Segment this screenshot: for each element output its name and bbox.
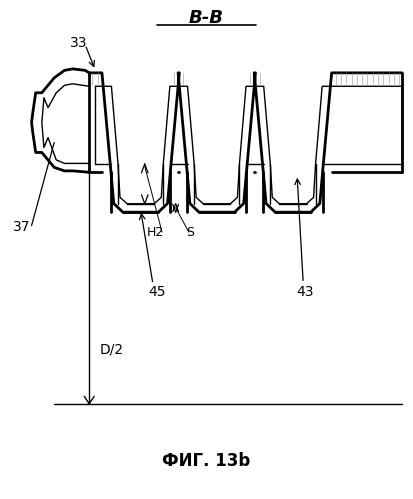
Text: 37: 37 bbox=[12, 220, 30, 234]
Text: ФИГ. 13b: ФИГ. 13b bbox=[162, 452, 251, 470]
Text: D/2: D/2 bbox=[100, 342, 123, 356]
Text: S: S bbox=[186, 226, 194, 239]
Text: 45: 45 bbox=[148, 285, 166, 299]
Text: 43: 43 bbox=[297, 285, 314, 299]
Text: H2: H2 bbox=[147, 226, 164, 239]
Text: 33: 33 bbox=[70, 36, 88, 50]
Text: B-B: B-B bbox=[189, 9, 224, 27]
